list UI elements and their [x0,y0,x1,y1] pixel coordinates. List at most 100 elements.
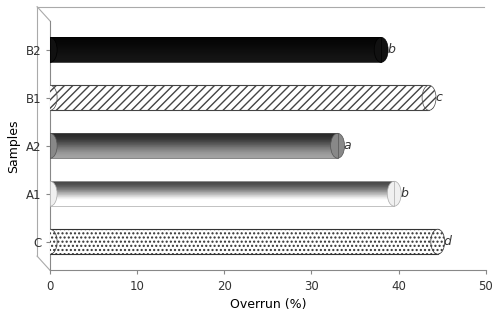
Bar [50,142,338,143]
Bar [50,53,381,54]
Bar [50,148,338,149]
Ellipse shape [43,229,57,254]
Bar [50,205,394,206]
Bar [50,193,394,194]
Bar [50,38,381,39]
Bar [50,56,381,57]
Bar [50,199,394,200]
Bar [50,56,381,57]
Bar [50,181,394,182]
Bar [50,38,381,62]
Bar [50,42,381,43]
Bar [50,58,381,59]
Bar [50,229,438,254]
Ellipse shape [422,85,436,110]
Bar [50,153,338,154]
Text: b: b [400,187,408,200]
Bar [50,60,381,61]
Bar [50,135,338,136]
Bar [50,144,338,145]
Bar [50,141,338,142]
Bar [50,154,338,155]
Bar [50,191,394,192]
Ellipse shape [43,38,57,62]
Bar [50,181,394,206]
Bar [50,151,338,152]
Bar [50,40,381,41]
Bar [50,41,381,42]
Bar [50,53,381,54]
Bar [50,198,394,199]
Bar [50,190,394,191]
Bar [50,139,338,140]
Bar [50,146,338,147]
Bar [50,143,338,144]
Bar [50,196,394,197]
Text: a: a [344,139,351,152]
Bar [50,133,338,134]
Bar [50,204,394,205]
Ellipse shape [330,133,344,158]
Bar [50,201,394,202]
Bar [50,49,381,50]
Bar [50,136,338,137]
Bar [50,55,381,56]
Ellipse shape [43,181,57,206]
Bar [50,140,338,141]
Bar [50,39,381,40]
Bar [50,202,394,203]
Bar [50,147,338,148]
Bar [50,50,381,51]
Bar [50,197,394,198]
Bar [50,199,394,200]
Bar [50,133,338,158]
Bar [50,200,394,201]
Text: b: b [388,43,395,56]
Bar [50,192,394,193]
Bar [50,137,338,138]
Bar [50,152,338,153]
Bar [50,194,394,195]
Bar [50,189,394,190]
Bar [50,151,338,152]
Bar [50,187,394,188]
Ellipse shape [374,38,388,62]
Bar [50,185,394,186]
Bar [50,188,394,189]
Bar [50,59,381,60]
Bar [50,145,338,146]
Bar [50,147,338,148]
Bar [50,138,338,139]
Bar [50,157,338,158]
Bar [50,61,381,62]
Ellipse shape [43,85,57,110]
Bar [50,41,381,42]
Bar [50,44,381,45]
Bar [50,191,394,192]
Bar [50,45,381,46]
Bar [50,136,338,137]
Bar [50,183,394,184]
Bar [50,186,394,187]
Bar [50,52,381,53]
Bar [50,44,381,45]
Bar [50,57,381,58]
Bar [50,54,381,55]
Bar [50,37,381,38]
Ellipse shape [43,133,57,158]
Bar [50,47,381,48]
Bar [50,134,338,135]
Bar [50,85,429,110]
Ellipse shape [388,181,401,206]
Bar [50,43,381,44]
Bar [50,155,338,156]
Bar [50,46,381,47]
Bar [50,187,394,188]
Bar [50,149,338,150]
Ellipse shape [431,229,444,254]
Bar [50,45,381,46]
Text: c: c [435,91,442,104]
Bar [50,150,338,151]
Bar [50,48,381,49]
Bar [50,202,394,203]
